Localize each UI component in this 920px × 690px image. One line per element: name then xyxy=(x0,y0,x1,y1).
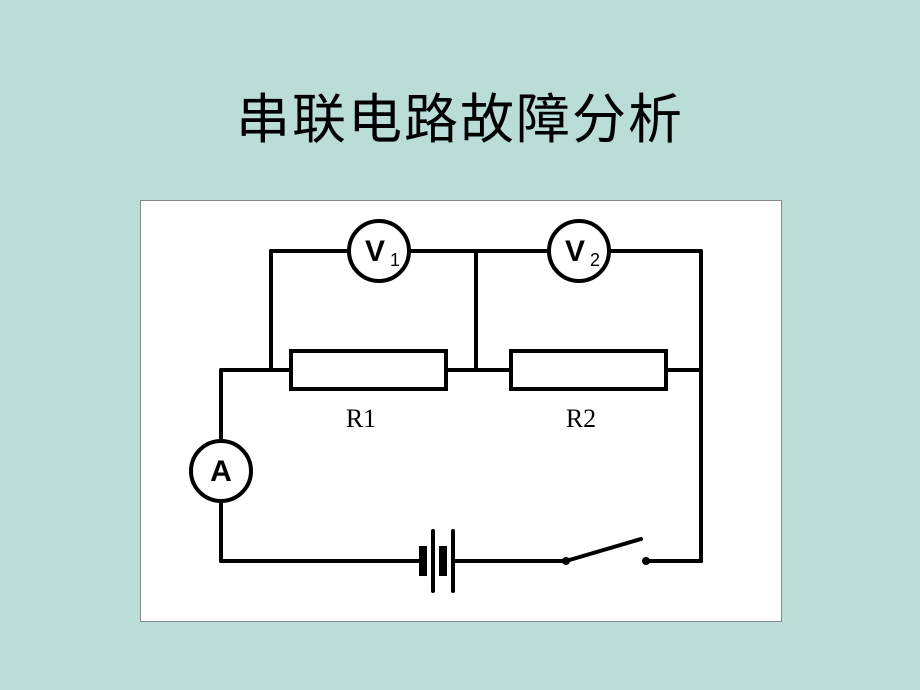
svg-text:V: V xyxy=(365,235,385,268)
svg-text:R2: R2 xyxy=(566,404,596,433)
svg-text:2: 2 xyxy=(590,250,600,270)
circuit-diagram: R1R2V1V2A xyxy=(140,200,782,622)
svg-text:V: V xyxy=(565,235,585,268)
page-title: 串联电路故障分析 xyxy=(0,75,920,154)
svg-text:1: 1 xyxy=(390,250,400,270)
slide: 串联电路故障分析 R1R2V1V2A xyxy=(0,0,920,690)
svg-text:R1: R1 xyxy=(346,404,376,433)
svg-text:A: A xyxy=(210,455,232,488)
